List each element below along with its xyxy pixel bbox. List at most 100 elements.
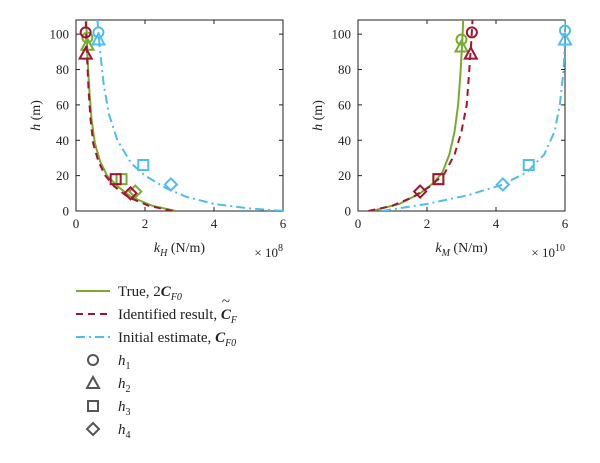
marker-identified-square xyxy=(109,173,122,186)
legend-label-initial: Initial estimate, CF0 xyxy=(118,330,236,349)
y-tick-label: 100 xyxy=(50,27,70,42)
y-tick-label: 0 xyxy=(63,204,70,219)
legend-marker-h1 xyxy=(87,354,99,366)
x-tick-label: 4 xyxy=(493,216,500,231)
legend-label-text: Initial estimate, xyxy=(118,330,215,346)
marker-true-circle xyxy=(455,33,468,46)
y-tick-label: 0 xyxy=(345,204,352,219)
legend-marker-h2 xyxy=(85,374,101,389)
legend-label-symbol: C xyxy=(221,307,232,323)
y-axis-label-var: h xyxy=(311,124,326,131)
legend-label-symbol: C xyxy=(215,330,226,346)
legend-label-true: True, 2CF0 xyxy=(118,284,182,303)
x-axis-exponent-base: × 10 xyxy=(254,245,278,260)
y-axis-label: h (m) xyxy=(29,100,44,131)
plot-frame xyxy=(75,19,284,212)
y-tick-label: 20 xyxy=(56,168,69,183)
marker-identified-circle xyxy=(465,26,478,39)
y-tick-label: 40 xyxy=(56,133,69,148)
marker-identified-triangle xyxy=(463,45,479,60)
legend-label-h2: h2 xyxy=(118,376,131,395)
marker-initial-diamond xyxy=(163,177,179,192)
x-axis-exponent: × 108 xyxy=(254,243,283,260)
marker-initial-square xyxy=(137,159,150,172)
x-axis-label-sub: H xyxy=(159,248,168,259)
legend-label-h3: h3 xyxy=(118,399,131,418)
legend-label-var: h xyxy=(118,399,126,415)
x-tick-label: 6 xyxy=(280,216,287,231)
marker-initial-diamond xyxy=(495,177,511,192)
x-axis-exponent-base: × 10 xyxy=(531,245,555,260)
x-tick-label: 0 xyxy=(355,216,362,231)
legend-label-var: h xyxy=(118,422,126,438)
y-tick-label: 60 xyxy=(56,97,69,112)
legend-tilde: ~ xyxy=(222,294,230,310)
x-axis-exponent-power: 8 xyxy=(278,243,283,254)
legend-label-text: True, 2 xyxy=(118,284,161,300)
marker-initial-circle xyxy=(92,26,105,39)
y-axis-label-unit: (m) xyxy=(29,100,44,124)
marker-identified-square xyxy=(432,173,445,186)
marker-true-circle xyxy=(81,31,94,44)
legend-marker-h4 xyxy=(85,421,101,437)
marker-initial-triangle xyxy=(557,31,573,46)
y-tick-label: 60 xyxy=(338,97,351,112)
legend-label-sub: 3 xyxy=(126,407,131,418)
marker-identified-diamond xyxy=(412,184,428,199)
legend-marker-h3 xyxy=(87,400,99,412)
series-line-true xyxy=(371,20,465,211)
marker-identified-triangle xyxy=(77,45,94,60)
legend-label-var: h xyxy=(118,353,126,369)
marker-identified-circle xyxy=(79,26,92,39)
x-axis-exponent: × 1010 xyxy=(531,243,565,260)
y-tick-label: 80 xyxy=(56,62,69,77)
legend-label-sub: 1 xyxy=(126,361,131,372)
marker-identified-diamond xyxy=(123,185,138,201)
x-axis-label-sub: M xyxy=(441,248,451,259)
plot-frame xyxy=(357,19,566,212)
y-tick-label: 40 xyxy=(338,133,351,148)
x-tick-label: 2 xyxy=(424,216,431,231)
y-tick-label: 80 xyxy=(338,62,351,77)
legend-label-h1: h1 xyxy=(118,353,131,372)
x-axis-label-unit: (N/m) xyxy=(450,241,488,256)
y-tick-label: 20 xyxy=(338,168,351,183)
x-tick-label: 0 xyxy=(73,216,80,231)
x-tick-label: 2 xyxy=(142,216,149,231)
series-line-identified xyxy=(84,20,173,211)
series-line-true xyxy=(85,20,177,211)
x-axis-label: kM (N/m) xyxy=(435,241,488,259)
x-axis-label-var: k xyxy=(435,241,442,256)
legend-label-sub: F0 xyxy=(224,338,236,349)
series-line-initial xyxy=(381,20,565,211)
x-axis-exponent-power: 10 xyxy=(555,243,565,254)
x-tick-label: 4 xyxy=(211,216,218,231)
legend-label-identified: Identified result, CF xyxy=(118,307,238,326)
marker-initial-circle xyxy=(559,24,571,37)
x-tick-label: 6 xyxy=(562,216,569,231)
marker-true-triangle xyxy=(453,38,470,53)
y-axis-label-unit: (m) xyxy=(311,100,326,124)
legend-label-sub: 4 xyxy=(126,430,131,441)
legend-label-h4: h4 xyxy=(118,422,131,441)
x-axis-label-var: k xyxy=(154,241,161,256)
y-axis-label: h (m) xyxy=(311,100,326,131)
marker-initial-square xyxy=(522,159,535,172)
y-axis-label-var: h xyxy=(29,124,44,131)
x-axis-label-unit: (N/m) xyxy=(167,241,205,256)
marker-initial-triangle xyxy=(90,31,107,46)
legend-label-text: Identified result, xyxy=(118,307,221,323)
legend-label-sub: F xyxy=(230,315,238,326)
series-line-initial xyxy=(96,20,283,211)
legend-label-symbol: C xyxy=(161,284,172,300)
legend-label-sub: F0 xyxy=(170,292,182,303)
x-axis-label: kH (N/m) xyxy=(154,241,206,259)
y-tick-label: 100 xyxy=(332,27,352,42)
legend-label-sub: 2 xyxy=(126,384,131,395)
legend-label-var: h xyxy=(118,376,126,392)
series-line-identified xyxy=(368,20,474,211)
